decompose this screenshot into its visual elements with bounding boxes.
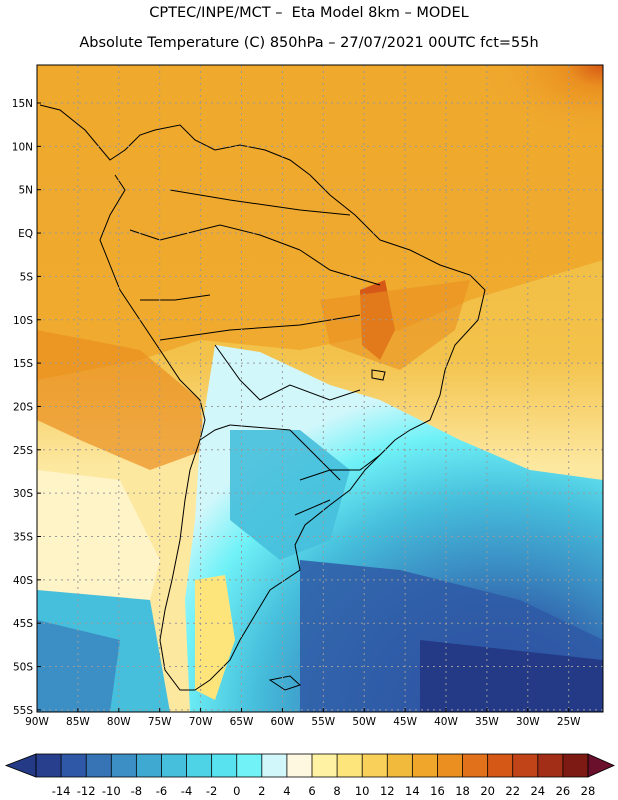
lat-label: 35S	[13, 532, 33, 544]
colorbar-tick-label: -6	[156, 784, 167, 798]
title-line-2: Absolute Temperature (C) 850hPa – 27/07/…	[79, 35, 539, 51]
colorbar-swatch	[186, 754, 212, 777]
lon-label: 70W	[189, 716, 213, 728]
lon-label: 50W	[352, 716, 376, 728]
colorbar-swatch	[337, 754, 363, 777]
colorbar-swatch	[36, 754, 62, 777]
colorbar-swatch	[462, 754, 488, 777]
colorbar-swatch	[362, 754, 388, 777]
colorbar-swatch	[236, 754, 263, 777]
lat-label: 10S	[13, 315, 33, 327]
lat-label: 50S	[13, 662, 33, 674]
colorbar-swatch	[312, 754, 338, 777]
colorbar-tick-label: 0	[233, 784, 240, 798]
colorbar-swatch	[211, 754, 238, 777]
colorbar-swatch	[136, 754, 162, 777]
colorbar-tick-label: -14	[52, 784, 71, 798]
lon-label: 85W	[66, 716, 90, 728]
colorbar-tick-label: -4	[181, 784, 192, 798]
colorbar-tick-label: 2	[258, 784, 265, 798]
lon-label: 40W	[434, 716, 458, 728]
lon-label: 25W	[557, 716, 581, 728]
lon-label: 75W	[148, 716, 172, 728]
colorbar-tick-label: 8	[333, 784, 340, 798]
lat-label: 5N	[18, 185, 33, 197]
colorbar-tick-label: -8	[131, 784, 142, 798]
longitude-labels: 90W 85W 80W 75W 70W 65W 60W 55W 50W 45W 40W 35W 30W 2…	[25, 708, 581, 728]
colorbar-tick-label: 24	[530, 784, 545, 798]
colorbar-tick-label: 4	[283, 784, 290, 798]
colorbar-tick-label: 10	[355, 784, 370, 798]
colorbar: -14 -12 -10 -8 -6 -4 -2 0 2 4 6 8 10 12 14 16 18 20 22 24 26…	[4, 753, 615, 798]
colorbar-swatch	[412, 754, 438, 777]
latitude-labels: 15N 10N 5N EQ 5S 10S 15S 20S 25S 30S 35S 40S 45S 50S 5…	[12, 98, 41, 717]
lat-label: 55S	[13, 705, 33, 717]
title-line-1: CPTEC/INPE/MCT – Eta Model 8km – MODEL	[149, 5, 469, 21]
lat-label: 5S	[20, 271, 34, 283]
colorbar-tick-label: 18	[455, 784, 470, 798]
colorbar-tick-label: 14	[405, 784, 420, 798]
colorbar-tick-label: 6	[308, 784, 315, 798]
colorbar-tick-label: 12	[380, 784, 395, 798]
colorbar-tick-label: 16	[430, 784, 445, 798]
temperature-field	[37, 65, 603, 712]
colorbar-tick-label: 22	[505, 784, 520, 798]
lat-label: 20S	[13, 401, 33, 413]
lat-label: EQ	[18, 228, 33, 240]
lat-label: 10N	[12, 141, 33, 153]
colorbar-swatch	[387, 754, 413, 777]
colorbar-tick-label: -12	[77, 784, 96, 798]
lat-label: 15N	[12, 98, 33, 110]
coastlines	[39, 104, 486, 691]
colorbar-tick-label: 20	[480, 784, 495, 798]
colorbar-tick-label: -2	[206, 784, 217, 798]
map-frame	[36, 64, 604, 713]
graticule	[37, 65, 603, 712]
colorbar-swatch	[537, 754, 564, 777]
lat-label: 30S	[13, 488, 33, 500]
lon-label: 65W	[230, 716, 254, 728]
colorbar-swatch	[437, 754, 463, 777]
lon-label: 35W	[475, 716, 499, 728]
lon-label: 80W	[107, 716, 131, 728]
lat-label: 45S	[13, 618, 33, 630]
colorbar-swatch	[562, 754, 589, 777]
lon-label: 55W	[311, 716, 335, 728]
colorbar-swatch	[286, 754, 313, 777]
colorbar-low-arrow	[4, 753, 37, 778]
colorbar-tick-label: 26	[556, 784, 571, 798]
lon-label: 30W	[516, 716, 540, 728]
colorbar-high-arrow	[587, 753, 615, 778]
lon-label: 60W	[271, 716, 295, 728]
lat-label: 40S	[13, 575, 33, 587]
lat-label: 25S	[13, 445, 33, 457]
colorbar-swatch	[487, 754, 514, 777]
colorbar-frame	[35, 753, 589, 778]
lon-label: 45W	[393, 716, 417, 728]
lon-label: 90W	[25, 716, 49, 728]
colorbar-swatch	[111, 754, 137, 777]
lat-label: 15S	[13, 358, 33, 370]
colorbar-tick-label: 28	[581, 784, 596, 798]
colorbar-swatch	[61, 754, 87, 777]
colorbar-tick-label: -10	[102, 784, 121, 798]
colorbar-swatch	[86, 754, 112, 777]
colorbar-swatch	[261, 754, 288, 777]
colorbar-swatch	[161, 754, 187, 777]
colorbar-swatch	[512, 754, 539, 777]
